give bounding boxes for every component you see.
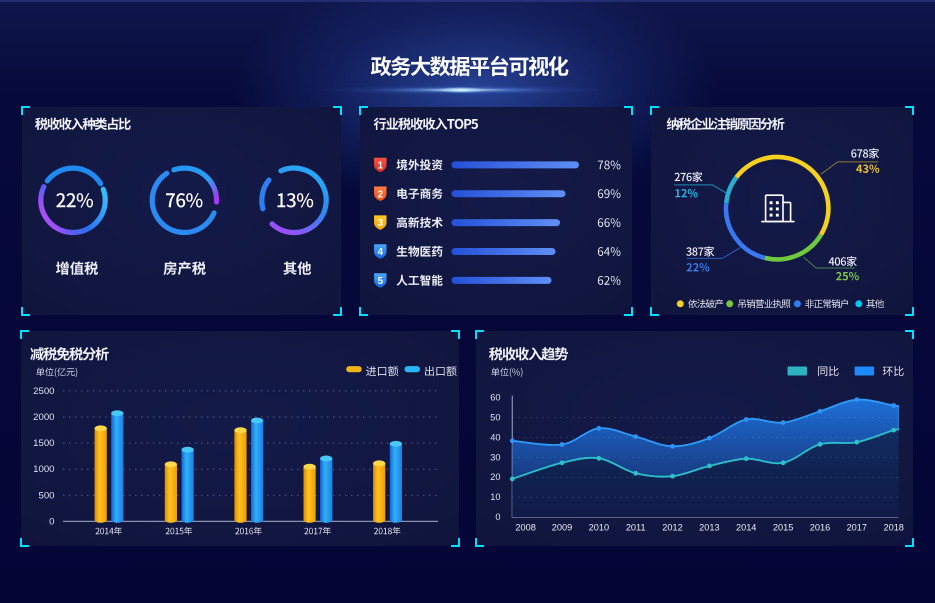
- svg-text:2013: 2013: [699, 523, 719, 533]
- svg-text:2017: 2017: [847, 523, 867, 533]
- svg-text:2009: 2009: [552, 523, 572, 533]
- svg-text:0: 0: [49, 516, 54, 527]
- svg-text:2: 2: [378, 189, 384, 200]
- svg-text:1500: 1500: [33, 438, 54, 449]
- svg-text:2012: 2012: [662, 523, 682, 533]
- svg-text:1000: 1000: [33, 464, 54, 475]
- svg-text:20: 20: [490, 472, 500, 482]
- svg-text:0: 0: [495, 512, 500, 522]
- svg-text:2000: 2000: [33, 412, 54, 423]
- svg-text:2010: 2010: [589, 523, 609, 533]
- svg-text:60: 60: [490, 393, 500, 403]
- svg-text:5: 5: [378, 276, 384, 287]
- svg-text:2014: 2014: [736, 523, 756, 533]
- svg-text:50: 50: [490, 413, 500, 423]
- svg-text:3: 3: [378, 218, 384, 229]
- svg-text:2500: 2500: [33, 386, 54, 397]
- svg-text:40: 40: [490, 432, 500, 442]
- svg-text:2015: 2015: [773, 523, 793, 533]
- svg-text:500: 500: [38, 490, 54, 501]
- svg-text:4: 4: [378, 247, 384, 258]
- svg-text:1: 1: [378, 161, 384, 172]
- svg-text:30: 30: [490, 452, 500, 462]
- svg-text:2008: 2008: [515, 523, 535, 533]
- svg-text:2016: 2016: [810, 523, 830, 533]
- svg-text:2018: 2018: [883, 523, 903, 533]
- svg-text:2011: 2011: [626, 523, 646, 533]
- svg-text:10: 10: [490, 492, 500, 502]
